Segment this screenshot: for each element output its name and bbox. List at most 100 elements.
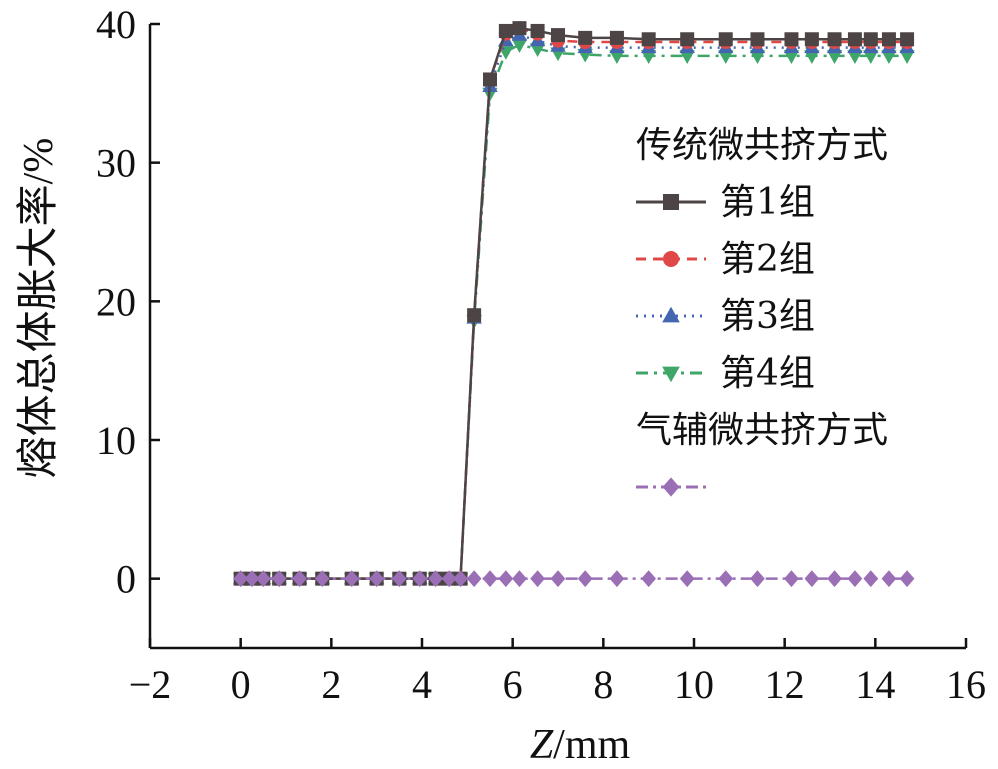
- legend-swatch-marker: [663, 251, 679, 267]
- data-point: [680, 32, 695, 47]
- data-point: [551, 28, 565, 43]
- data-point: [784, 32, 799, 47]
- data-point: [718, 50, 734, 64]
- y-tick-label: 0: [116, 557, 136, 602]
- x-tick-label: 16: [946, 662, 986, 707]
- data-point: [530, 570, 545, 588]
- data-point: [749, 50, 766, 64]
- data-point: [512, 21, 527, 36]
- legend-item: 第1组: [636, 182, 815, 223]
- data-point: [827, 32, 842, 47]
- legend-label: 第2组: [720, 239, 815, 280]
- data-point: [679, 50, 695, 64]
- data-point: [578, 30, 593, 45]
- y-axis-ticks: 0 10 20 30 40: [96, 2, 160, 602]
- data-point: [804, 570, 820, 588]
- data-point: [530, 23, 545, 38]
- x-axis-ticks: −2 0 2 4 6 8 10 12 14 16: [129, 638, 986, 707]
- data-point: [827, 570, 842, 588]
- data-point: [453, 570, 468, 588]
- data-point: [512, 570, 527, 588]
- x-tick-label: 12: [765, 662, 805, 707]
- x-tick-label: 4: [412, 662, 432, 707]
- y-tick-label: 40: [96, 2, 136, 47]
- data-point: [467, 308, 482, 323]
- data-point: [899, 570, 915, 588]
- data-point: [718, 32, 733, 47]
- legend-group-title: 气辅微共挤方式: [636, 410, 888, 451]
- legend-item: 第2组: [636, 239, 815, 280]
- legend-label: 第4组: [720, 353, 815, 394]
- series-5: [233, 570, 915, 588]
- legend-group-title: 传统微共挤方式: [636, 125, 888, 166]
- legend-swatch-marker: [663, 194, 679, 210]
- x-axis-title-unit: /mm: [553, 722, 630, 768]
- data-point: [863, 50, 879, 64]
- legend-label: 第3组: [720, 296, 815, 337]
- data-point: [783, 50, 800, 64]
- data-point: [847, 570, 863, 588]
- data-point: [498, 570, 514, 588]
- legend-item: [636, 477, 706, 497]
- data-point: [863, 32, 878, 47]
- y-tick-label: 30: [96, 141, 136, 186]
- data-point: [826, 50, 843, 64]
- data-point: [679, 570, 695, 588]
- x-axis-title: Z/mm: [530, 722, 631, 768]
- data-point: [641, 32, 656, 47]
- legend-item: 第3组: [636, 296, 815, 337]
- data-point: [428, 570, 443, 588]
- data-point: [314, 570, 330, 588]
- data-point: [750, 570, 765, 588]
- data-point: [511, 39, 528, 53]
- data-point: [804, 50, 820, 64]
- data-point: [881, 570, 897, 588]
- data-point: [900, 32, 915, 47]
- legend-swatch-marker: [662, 366, 680, 383]
- data-point: [271, 570, 287, 588]
- data-point: [244, 570, 260, 588]
- series-layer: [232, 21, 915, 588]
- data-point: [609, 570, 625, 588]
- data-point: [577, 570, 593, 588]
- data-point: [640, 50, 657, 64]
- data-point: [233, 570, 249, 588]
- data-point: [899, 50, 915, 64]
- y-axis-title: 熔体总体胀大率/%: [15, 138, 62, 479]
- data-point: [498, 23, 513, 38]
- data-point: [641, 570, 657, 588]
- data-point: [498, 46, 514, 60]
- x-tick-label: 10: [674, 662, 714, 707]
- data-point: [391, 570, 407, 588]
- data-point: [466, 570, 482, 588]
- data-point: [750, 32, 765, 47]
- data-point: [482, 570, 498, 588]
- legend-swatch-marker: [662, 306, 680, 323]
- x-tick-label: −2: [129, 662, 172, 707]
- data-point: [881, 50, 897, 64]
- data-point: [483, 72, 497, 87]
- x-tick-label: 6: [503, 662, 523, 707]
- data-point: [344, 570, 360, 588]
- legend-item: 第4组: [636, 353, 815, 394]
- data-point: [847, 32, 862, 47]
- data-point: [718, 570, 734, 588]
- data-point: [609, 30, 624, 45]
- data-point: [412, 570, 428, 588]
- data-point: [881, 32, 896, 47]
- data-point: [369, 570, 385, 588]
- data-point: [863, 570, 879, 588]
- x-tick-label: 14: [855, 662, 895, 707]
- y-tick-label: 20: [96, 279, 136, 324]
- x-tick-label: 8: [593, 662, 613, 707]
- plot-axes: [148, 24, 966, 650]
- data-point: [441, 570, 457, 588]
- x-axis-title-variable: Z: [530, 722, 554, 768]
- data-point: [804, 32, 819, 47]
- data-point: [609, 50, 625, 64]
- x-tick-label: 0: [231, 662, 251, 707]
- x-tick-label: 2: [321, 662, 341, 707]
- data-point: [292, 570, 307, 588]
- data-point: [550, 570, 566, 588]
